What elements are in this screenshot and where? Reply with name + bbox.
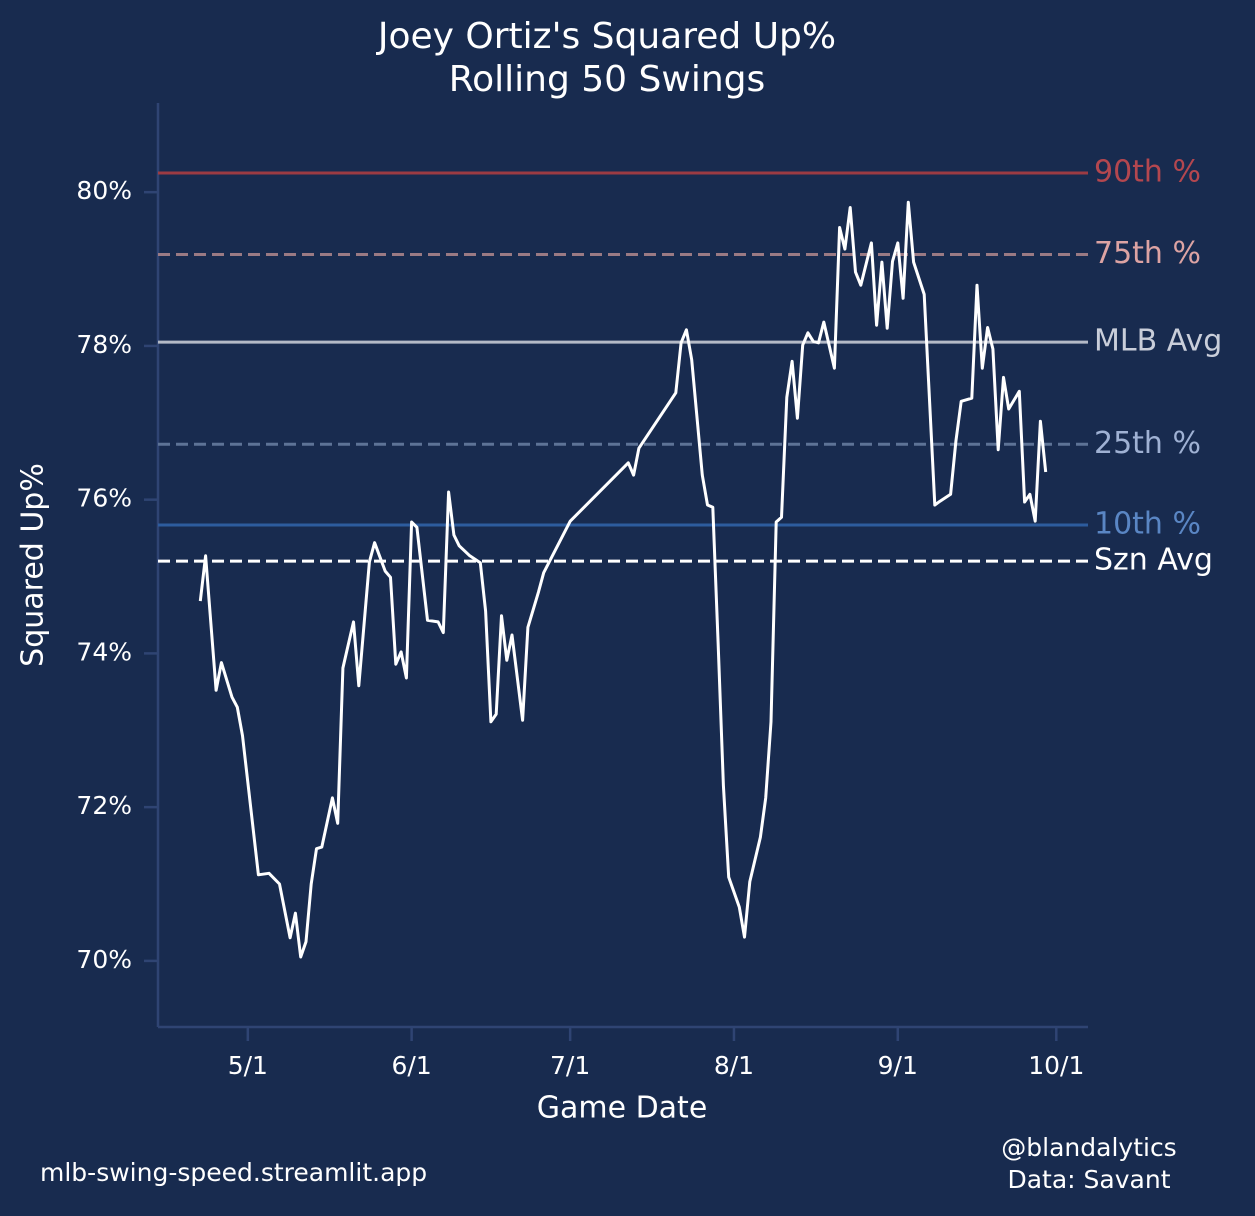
y-tick-label: 70% — [76, 945, 132, 974]
footer-right: @blandalytics — [1001, 1133, 1176, 1162]
y-tick-label: 76% — [76, 484, 132, 513]
reference-label: 25th % — [1094, 426, 1201, 461]
x-tick-label: 6/1 — [392, 1051, 432, 1080]
x-tick-label: 7/1 — [550, 1051, 590, 1080]
data-line — [198, 200, 1048, 959]
y-tick-label: 74% — [76, 637, 132, 666]
footer-left: mlb-swing-speed.streamlit.app — [40, 1158, 427, 1187]
reference-label: 90th % — [1094, 154, 1201, 189]
x-tick-label: 8/1 — [714, 1051, 754, 1080]
reference-label: Szn Avg — [1094, 543, 1213, 578]
chart-title: Joey Ortiz's Squared Up% — [376, 16, 836, 57]
y-tick-label: 72% — [76, 791, 132, 820]
x-tick-label: 5/1 — [228, 1051, 268, 1080]
y-tick-label: 78% — [76, 330, 132, 359]
reference-label: MLB Avg — [1094, 324, 1222, 359]
x-tick-label: 9/1 — [878, 1051, 918, 1080]
x-tick-label: 10/1 — [1028, 1051, 1084, 1080]
reference-label: 10th % — [1094, 507, 1201, 542]
y-tick-label: 80% — [76, 176, 132, 205]
chart-subtitle: Rolling 50 Swings — [449, 59, 766, 100]
x-axis-label: Game Date — [537, 1091, 708, 1126]
footer-right: Data: Savant — [1007, 1165, 1170, 1194]
y-axis-label: Squared Up% — [16, 463, 51, 667]
reference-label: 75th % — [1094, 236, 1201, 271]
